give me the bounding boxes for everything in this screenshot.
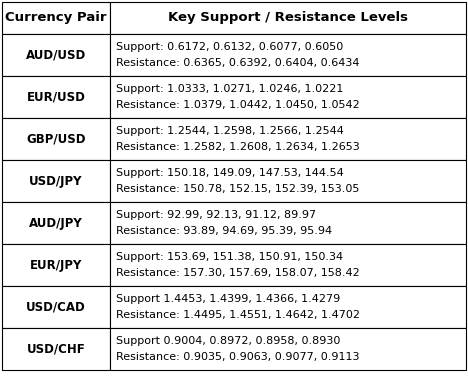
Text: AUD/JPY: AUD/JPY (29, 216, 83, 229)
Text: Support: 92.99, 92.13, 91.12, 89.97: Support: 92.99, 92.13, 91.12, 89.97 (116, 209, 316, 220)
Bar (2, 328, 110, 370)
Bar (2, 160, 110, 202)
Text: USD/CAD: USD/CAD (26, 301, 86, 314)
Bar (2, 76, 110, 118)
Text: USD/CHF: USD/CHF (27, 342, 85, 356)
Text: Support: 153.69, 151.38, 150.91, 150.34: Support: 153.69, 151.38, 150.91, 150.34 (116, 252, 343, 262)
Text: Resistance: 0.9035, 0.9063, 0.9077, 0.9113: Resistance: 0.9035, 0.9063, 0.9077, 0.91… (116, 353, 359, 362)
Bar (2, 2, 110, 34)
Text: Support 0.9004, 0.8972, 0.8958, 0.8930: Support 0.9004, 0.8972, 0.8958, 0.8930 (116, 336, 340, 346)
Text: Resistance: 0.6365, 0.6392, 0.6404, 0.6434: Resistance: 0.6365, 0.6392, 0.6404, 0.64… (116, 58, 359, 68)
Text: Support: 1.0333, 1.0271, 1.0246, 1.0221: Support: 1.0333, 1.0271, 1.0246, 1.0221 (116, 83, 343, 94)
Bar (2, 118, 110, 160)
Text: Resistance: 1.2582, 1.2608, 1.2634, 1.2653: Resistance: 1.2582, 1.2608, 1.2634, 1.26… (116, 142, 359, 152)
Bar (110, 286, 466, 328)
Text: Support: 0.6172, 0.6132, 0.6077, 0.6050: Support: 0.6172, 0.6132, 0.6077, 0.6050 (116, 42, 343, 51)
Bar (110, 328, 466, 370)
Bar (110, 2, 466, 34)
Bar (2, 286, 110, 328)
Text: AUD/USD: AUD/USD (26, 48, 86, 62)
Text: USD/JPY: USD/JPY (29, 174, 82, 188)
Bar (110, 202, 466, 244)
Text: Resistance: 150.78, 152.15, 152.39, 153.05: Resistance: 150.78, 152.15, 152.39, 153.… (116, 184, 359, 194)
Text: Resistance: 1.4495, 1.4551, 1.4642, 1.4702: Resistance: 1.4495, 1.4551, 1.4642, 1.47… (116, 310, 359, 321)
Text: GBP/USD: GBP/USD (26, 133, 86, 145)
Bar (110, 76, 466, 118)
Text: Resistance: 93.89, 94.69, 95.39, 95.94: Resistance: 93.89, 94.69, 95.39, 95.94 (116, 227, 332, 236)
Bar (2, 34, 110, 76)
Text: EUR/JPY: EUR/JPY (29, 259, 82, 271)
Text: Support: 1.2544, 1.2598, 1.2566, 1.2544: Support: 1.2544, 1.2598, 1.2566, 1.2544 (116, 126, 344, 136)
Bar (110, 244, 466, 286)
Bar (2, 244, 110, 286)
Bar (2, 202, 110, 244)
Text: Support 1.4453, 1.4399, 1.4366, 1.4279: Support 1.4453, 1.4399, 1.4366, 1.4279 (116, 294, 340, 303)
Text: EUR/USD: EUR/USD (26, 90, 85, 103)
Bar (110, 34, 466, 76)
Text: Currency Pair: Currency Pair (5, 11, 107, 25)
Text: Key Support / Resistance Levels: Key Support / Resistance Levels (168, 11, 408, 25)
Bar (110, 160, 466, 202)
Text: Support: 150.18, 149.09, 147.53, 144.54: Support: 150.18, 149.09, 147.53, 144.54 (116, 168, 344, 177)
Text: Resistance: 1.0379, 1.0442, 1.0450, 1.0542: Resistance: 1.0379, 1.0442, 1.0450, 1.05… (116, 100, 359, 110)
Bar (110, 118, 466, 160)
Text: Resistance: 157.30, 157.69, 158.07, 158.42: Resistance: 157.30, 157.69, 158.07, 158.… (116, 268, 359, 278)
